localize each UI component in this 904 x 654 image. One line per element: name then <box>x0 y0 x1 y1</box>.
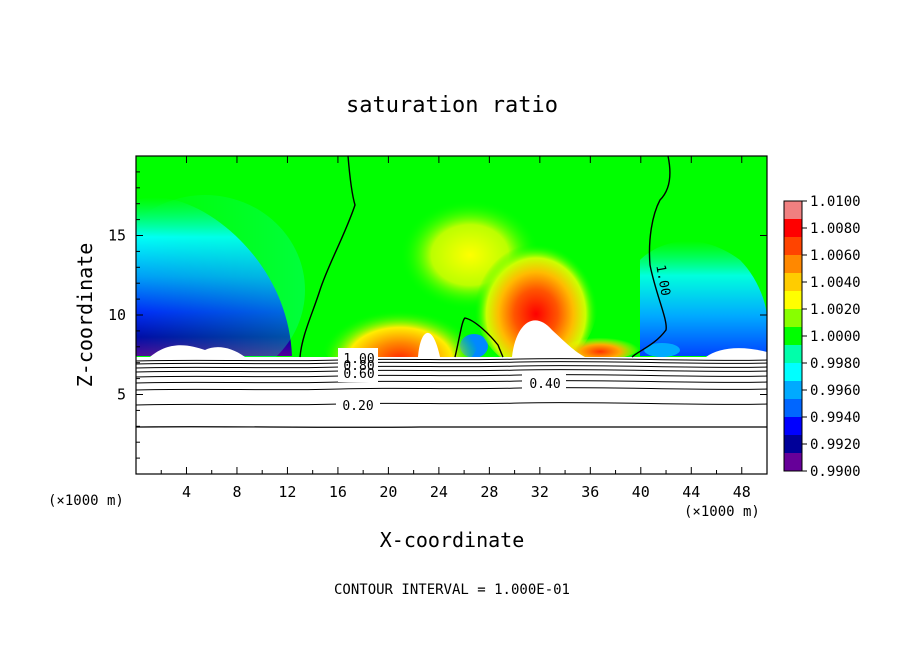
x-unit-right: (×1000 m) <box>684 504 760 520</box>
contour-labels: 1.00 1.00 0.80 0.60 0.40 0.20 <box>336 264 673 414</box>
contour-label-4: 0.60 <box>343 367 374 382</box>
colorbar-label: 1.0060 <box>810 248 861 264</box>
y-axis-label: Z-coordinate <box>73 243 97 388</box>
x-tick-label: 32 <box>531 483 549 501</box>
surface-contours <box>136 358 767 428</box>
colorbar-label: 1.0100 <box>810 194 861 210</box>
lower-layer <box>136 357 767 474</box>
contour-label-6: 0.20 <box>342 399 373 414</box>
x-tick-label: 4 <box>182 483 191 501</box>
white-mask-far-right <box>706 348 767 357</box>
x-tick-label: 8 <box>232 483 241 501</box>
orange-low-right <box>560 332 640 360</box>
colorbar-label: 1.0040 <box>810 275 861 291</box>
colorbar-swatch <box>784 417 802 436</box>
x-tick-label: 28 <box>480 483 498 501</box>
cool-fringe-left <box>136 195 305 385</box>
cool-patch-42 <box>644 343 680 357</box>
warm-core-right <box>474 230 598 370</box>
y-tick-label: 5 <box>117 386 126 404</box>
x-tick-label: 24 <box>430 483 448 501</box>
colorbar-label: 0.9920 <box>810 437 861 453</box>
colorbar-label: 0.9940 <box>810 410 861 426</box>
contour-label-2: 1.00 <box>652 264 672 297</box>
plot-area <box>136 156 767 474</box>
x-tick-label: 20 <box>379 483 397 501</box>
colorbar-swatch <box>784 291 802 310</box>
x-axis-ticks: 4 8 12 16 20 24 28 32 36 40 44 48 <box>160 156 751 501</box>
colorbar-label: 1.0000 <box>810 329 861 345</box>
white-mask-right <box>512 320 585 357</box>
white-mask-mid <box>418 332 440 357</box>
colorbar-swatch <box>784 237 802 256</box>
chart-title: saturation ratio <box>346 93 558 118</box>
contour-1-mid <box>454 317 504 358</box>
colorbar-swatch <box>784 363 802 382</box>
contour-1-right <box>631 156 671 358</box>
colorbar-label: 0.9960 <box>810 383 861 399</box>
white-mask-left <box>150 345 245 357</box>
x-axis-label: X-coordinate <box>380 528 525 552</box>
colorbar-swatch <box>784 327 802 346</box>
y-axis-ticks: 5 10 15 <box>108 171 767 459</box>
colorbar-swatch <box>784 381 802 400</box>
colorbar-swatch <box>784 345 802 364</box>
colorbar: 1.0100 1.0080 1.0060 1.0040 1.0020 1.0000 0.99… <box>783 194 861 480</box>
colorbar-swatch <box>784 309 802 328</box>
contour-1-left <box>299 156 356 358</box>
contour-interval-note: CONTOUR INTERVAL = 1.000E-01 <box>334 582 570 598</box>
colorbar-swatch <box>784 201 802 220</box>
colorbar-swatch <box>784 255 802 274</box>
colorbar-swatch <box>784 219 802 238</box>
colorbar-label: 1.0080 <box>810 221 861 237</box>
contour-label-5: 0.40 <box>529 377 560 392</box>
x-tick-label: 44 <box>682 483 700 501</box>
cool-region-right <box>640 241 767 356</box>
colorbar-label: 0.9900 <box>810 464 861 480</box>
x-tick-label: 12 <box>278 483 296 501</box>
x-tick-label: 16 <box>329 483 347 501</box>
colorbar-swatch <box>784 273 802 292</box>
y-tick-label: 10 <box>108 306 126 324</box>
contour-label-3: 0.80 <box>343 359 374 374</box>
colorbar-label: 1.0020 <box>810 302 861 318</box>
colorbar-swatch <box>784 435 802 454</box>
x-tick-label: 40 <box>632 483 650 501</box>
colorbar-swatch <box>784 453 802 472</box>
colorbar-label: 0.9980 <box>810 356 861 372</box>
x-tick-label: 36 <box>581 483 599 501</box>
colorbar-swatch <box>784 399 802 418</box>
x-unit-left: (×1000 m) <box>48 493 124 509</box>
x-tick-label: 48 <box>733 483 751 501</box>
y-tick-label: 15 <box>108 227 126 245</box>
contour-label-1: 1.00 <box>343 352 374 367</box>
